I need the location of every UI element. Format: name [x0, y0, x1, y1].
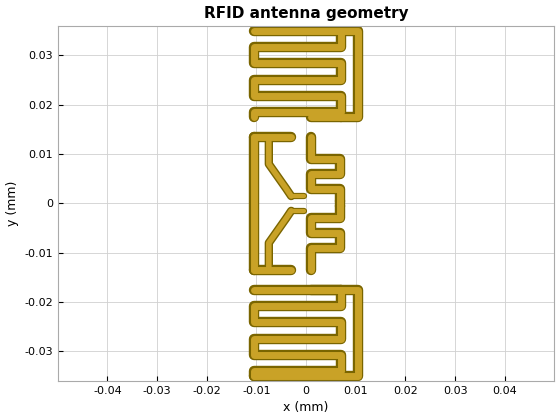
Y-axis label: y (mm): y (mm)	[6, 181, 18, 226]
X-axis label: x (mm): x (mm)	[283, 402, 329, 415]
Title: RFID antenna geometry: RFID antenna geometry	[204, 5, 408, 21]
